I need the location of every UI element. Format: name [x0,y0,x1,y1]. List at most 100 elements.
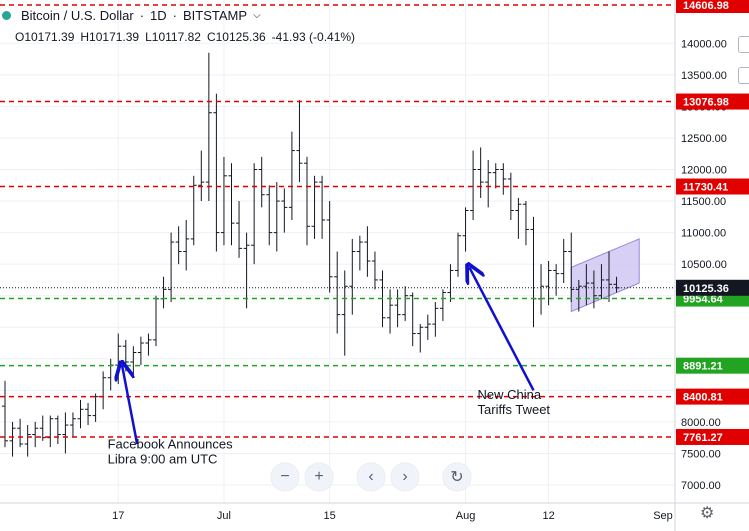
candle-bar [462,207,469,252]
y-tick-label: 7500.00 [681,448,721,460]
price-level-tag-label: 11730.41 [683,182,728,194]
gear-icon[interactable]: ⚙ [700,505,715,522]
candle-bar [402,286,409,321]
candle-bar [304,156,310,246]
market-status-icon [2,11,11,20]
y-tick-label: 14000.00 [681,38,727,50]
scroll-back-button[interactable]: ‹ [357,463,385,491]
candle-bar [145,333,152,356]
y-tick-label: 7000.00 [681,480,721,492]
close-value: C10125.36 [206,30,266,44]
candle-bar [17,418,24,448]
candle-bar [273,182,280,252]
price-level-tag [676,178,749,195]
candle-bar [455,232,461,277]
candle-bar [545,260,552,306]
annotation-arrow [122,365,139,445]
candle-bar [432,302,439,337]
candle-bar [590,270,597,309]
price-level-tag-label: 7761.27 [683,432,723,444]
scroll-forward-button[interactable]: › [391,463,419,491]
price-level-tag-label: 14606.98 [683,0,729,12]
ohlc-readout: O10171.39 H10171.39 L10117.82 C10125.36 … [0,30,675,44]
candle-bar [606,251,612,303]
x-tick-label: 12 [542,510,554,522]
interval-label[interactable]: 1D [150,8,167,23]
side-panel-toggle-1[interactable] [738,36,749,53]
price-level-tag [676,428,749,445]
reset-chart-button[interactable]: ↻ [443,463,471,491]
candle-bar [107,358,114,391]
candle-bar [32,421,39,448]
channel-pattern [570,238,640,313]
candle-bar [24,425,31,457]
candle-bar [311,175,318,239]
zoom-out-button[interactable]: − [271,463,299,491]
zoom-in-button[interactable]: + [305,463,333,491]
candle-bar [560,238,567,284]
candle-bar [575,279,582,312]
candle-bar [447,264,454,303]
y-tick-label: 13500.00 [681,70,727,82]
candle-bar [69,412,76,438]
candle-bar [553,264,560,296]
candle-bar [500,163,507,195]
chevron-down-icon[interactable]: ⌵ [253,10,261,21]
candle-bar [190,175,197,246]
high-value: H10171.39 [80,30,140,44]
candle-bar [341,270,348,356]
chart-header: Bitcoin / U.S. Dollar · 1D · BITSTAMP ⌵ … [0,8,675,44]
x-tick-label: Sep [653,510,673,522]
candle-bar [198,150,205,202]
candle-bar [326,201,333,293]
candle-bar [9,421,16,457]
price-level-tag [676,388,749,405]
candle-bar [213,93,220,252]
candle-bar [168,232,175,303]
y-tick-label: 12000.00 [681,165,727,177]
side-panel-toggle-2[interactable] [738,67,749,84]
price-level-tag [676,357,749,374]
candle-bar [371,251,378,290]
candle-bar [470,150,477,220]
y-tick-label: 11000.00 [681,228,726,240]
change-value: -41.93 (-0.41%) [271,30,356,44]
candle-bar [522,201,529,246]
candle-bar [424,314,431,340]
y-tick-label: 12500.00 [681,133,727,145]
symbol-name[interactable]: Bitcoin / U.S. Dollar [21,8,134,23]
candle-bar [515,197,522,239]
candle-bar [220,156,227,246]
candle-bar [319,175,326,239]
candle-bar [183,219,190,271]
candle-bar [485,160,492,208]
candle-bar [92,393,99,422]
candle-bar [228,163,235,246]
candle-bar [85,402,92,426]
x-tick-label: Aug [456,510,476,522]
candle-bar [137,336,144,366]
x-tick-label: 15 [324,510,336,522]
price-level-tag-label: 9954.64 [683,294,724,306]
candle-bar [439,289,446,321]
candle-bar [477,147,484,198]
candle-bar [598,264,605,299]
candle-bar [530,216,537,328]
annotation-label: New China [478,387,542,402]
candle-bar [160,276,167,309]
low-value: L10117.82 [145,30,201,44]
open-value: O10171.39 [15,30,75,44]
x-tick-label: 17 [112,510,124,522]
candle-bar [364,226,371,277]
candle-bar [538,264,545,315]
current-price-tag-label: 10125.36 [683,283,729,295]
price-level-tag [676,93,749,110]
candle-bar [2,380,8,448]
price-level-tag [676,0,749,13]
y-tick-label: 10500.00 [681,259,727,271]
candle-bar [492,163,499,189]
candle-bar [77,399,84,429]
current-price-tag [676,279,749,296]
candle-bar [205,52,212,202]
